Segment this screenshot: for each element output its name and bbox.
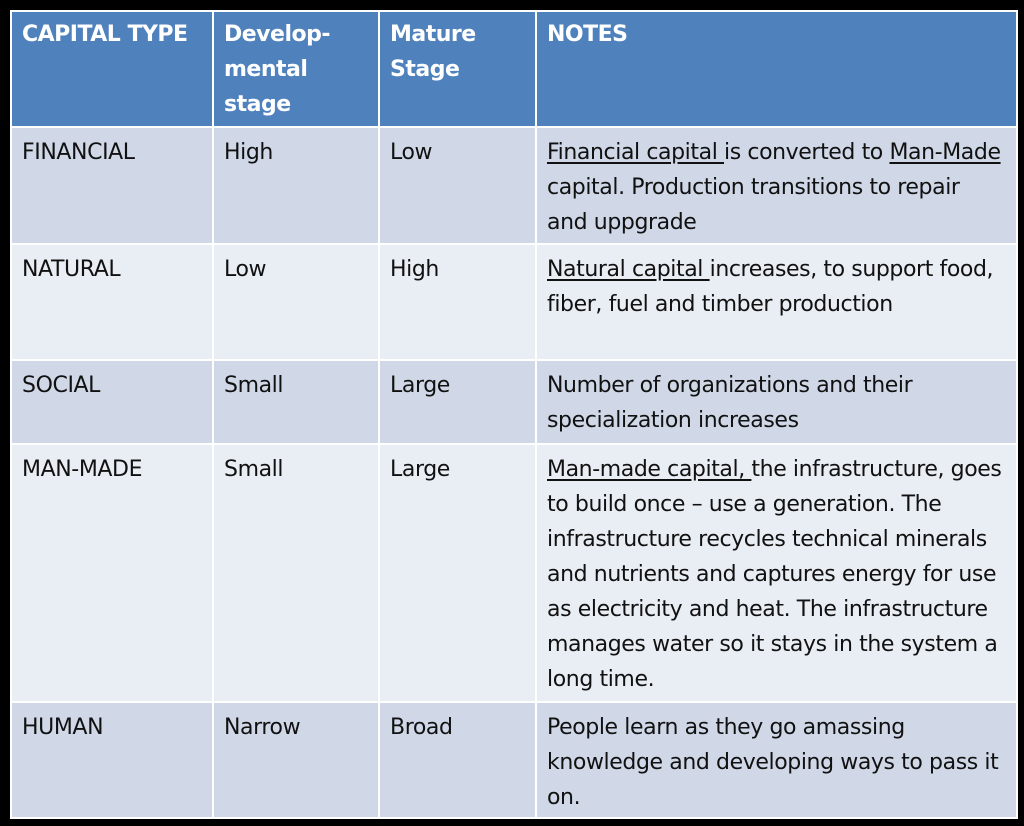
notes-text: Number of organizations and their specia… — [547, 373, 913, 433]
notes-text: is converted to — [724, 140, 890, 165]
notes-term: Man-made capital, — [547, 457, 752, 482]
header-developmental-stage: Develop-mental stage — [212, 10, 380, 128]
notes-term: Man-Made — [889, 140, 1001, 165]
cell-mature: Broad — [378, 701, 537, 819]
header-line: Stage — [390, 57, 460, 82]
cell-notes: Man-made capital, the infrastructure, go… — [535, 443, 1018, 703]
cell-notes: Natural capital increases, to support fo… — [535, 243, 1018, 361]
cell-notes: Financial capital is converted to Man-Ma… — [535, 126, 1018, 245]
header-line: Develop- — [224, 22, 330, 47]
header-mature-stage: Mature Stage — [378, 10, 537, 128]
notes-term: Financial capital — [547, 140, 724, 165]
cell-developmental: Small — [212, 443, 380, 703]
cell-mature: Low — [378, 126, 537, 245]
cell-developmental: Small — [212, 359, 380, 445]
cell-type: MAN-MADE — [10, 443, 214, 703]
header-notes: NOTES — [535, 10, 1018, 128]
cell-type: FINANCIAL — [10, 126, 214, 245]
header-line: mental — [224, 57, 308, 82]
notes-term: Natural capital — [547, 257, 710, 282]
cell-type: NATURAL — [10, 243, 214, 361]
header-line: Mature — [390, 22, 476, 47]
cell-mature: Large — [378, 443, 537, 703]
cell-notes: People learn as they go amassing knowled… — [535, 701, 1018, 819]
notes-text: capital. Production transitions to repai… — [547, 175, 960, 235]
table-row: MAN-MADE Small Large Man-made capital, t… — [10, 443, 1018, 703]
header-capital-type: CAPITAL TYPE — [10, 10, 214, 128]
notes-text: the infrastructure, goes to build once –… — [547, 457, 1002, 692]
cell-mature: Large — [378, 359, 537, 445]
cell-notes: Number of organizations and their specia… — [535, 359, 1018, 445]
notes-text: increases, to support food, fiber, fuel … — [547, 257, 994, 317]
table-row: HUMAN Narrow Broad People learn as they … — [10, 701, 1018, 819]
capital-types-table: CAPITAL TYPE Develop-mental stage Mature S… — [10, 10, 1018, 819]
cell-type: SOCIAL — [10, 359, 214, 445]
header-line: stage — [224, 92, 291, 117]
table-row: FINANCIAL High Low Financial capital is … — [10, 126, 1018, 245]
cell-developmental: Low — [212, 243, 380, 361]
cell-developmental: High — [212, 126, 380, 245]
cell-developmental: Narrow — [212, 701, 380, 819]
header-row: CAPITAL TYPE Develop-mental stage Mature S… — [10, 10, 1018, 128]
cell-type: HUMAN — [10, 701, 214, 819]
table-row: NATURAL Low High Natural capital increas… — [10, 243, 1018, 361]
notes-text: People learn as they go amassing knowled… — [547, 715, 999, 810]
cell-mature: High — [378, 243, 537, 361]
table-row: SOCIAL Small Large Number of organizatio… — [10, 359, 1018, 445]
